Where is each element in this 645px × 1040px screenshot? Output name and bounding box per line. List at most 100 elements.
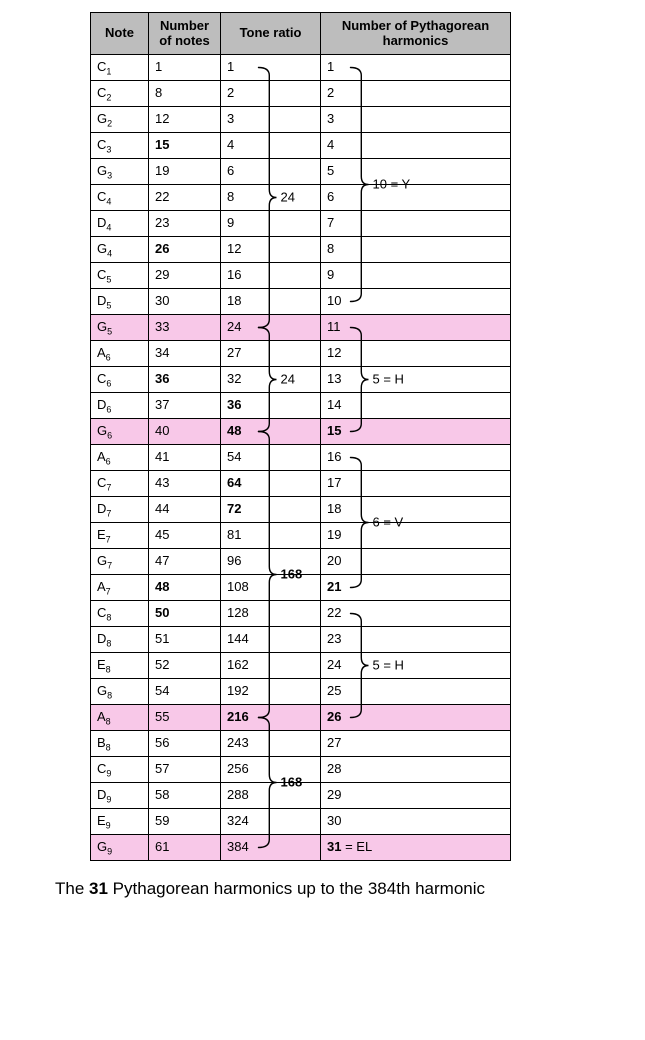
cell-note: A6 xyxy=(91,341,149,367)
caption-suffix: Pythagorean harmonics up to the 384th ha… xyxy=(108,879,485,898)
table-row: D7447218 xyxy=(91,497,511,523)
cell-tone-ratio: 6 xyxy=(221,159,321,185)
cell-note: D6 xyxy=(91,393,149,419)
table-row: D42397 xyxy=(91,211,511,237)
table-row: G96138431 = EL xyxy=(91,835,511,861)
table-row: C42286 xyxy=(91,185,511,211)
cell-tone-ratio: 8 xyxy=(221,185,321,211)
cell-note: E9 xyxy=(91,809,149,835)
cell-note: A7 xyxy=(91,575,149,601)
cell-pyth-harmonics: 26 xyxy=(321,705,511,731)
cell-num-notes: 59 xyxy=(149,809,221,835)
cell-pyth-harmonics: 1 xyxy=(321,55,511,81)
cell-pyth-harmonics: 7 xyxy=(321,211,511,237)
cell-pyth-harmonics: 23 xyxy=(321,627,511,653)
cell-num-notes: 37 xyxy=(149,393,221,419)
table-row: E85216224 xyxy=(91,653,511,679)
cell-tone-ratio: 192 xyxy=(221,679,321,705)
cell-tone-ratio: 16 xyxy=(221,263,321,289)
cell-num-notes: 56 xyxy=(149,731,221,757)
table-row: B85624327 xyxy=(91,731,511,757)
cell-num-notes: 23 xyxy=(149,211,221,237)
cell-tone-ratio: 96 xyxy=(221,549,321,575)
cell-note: C7 xyxy=(91,471,149,497)
cell-tone-ratio: 12 xyxy=(221,237,321,263)
cell-tone-ratio: 18 xyxy=(221,289,321,315)
col-header-tone-ratio: Tone ratio xyxy=(221,13,321,55)
cell-note: B8 xyxy=(91,731,149,757)
caption-bold-number: 31 xyxy=(89,879,108,898)
cell-pyth-harmonics: 25 xyxy=(321,679,511,705)
cell-num-notes: 48 xyxy=(149,575,221,601)
cell-pyth-harmonics: 15 xyxy=(321,419,511,445)
cell-note: C8 xyxy=(91,601,149,627)
table-row: D5301810 xyxy=(91,289,511,315)
cell-num-notes: 55 xyxy=(149,705,221,731)
cell-pyth-harmonics: 31 = EL xyxy=(321,835,511,861)
cell-num-notes: 43 xyxy=(149,471,221,497)
cell-note: D5 xyxy=(91,289,149,315)
cell-note: A6 xyxy=(91,445,149,471)
table-row: G31965 xyxy=(91,159,511,185)
cell-note: G3 xyxy=(91,159,149,185)
table-row: G85419225 xyxy=(91,679,511,705)
table-row: A6342712 xyxy=(91,341,511,367)
cell-pyth-harmonics: 30 xyxy=(321,809,511,835)
table-row: G21233 xyxy=(91,107,511,133)
cell-tone-ratio: 54 xyxy=(221,445,321,471)
cell-num-notes: 52 xyxy=(149,653,221,679)
cell-pyth-harmonics: 28 xyxy=(321,757,511,783)
cell-pyth-harmonics: 21 xyxy=(321,575,511,601)
cell-note: C1 xyxy=(91,55,149,81)
cell-pyth-harmonics: 9 xyxy=(321,263,511,289)
cell-tone-ratio: 36 xyxy=(221,393,321,419)
cell-tone-ratio: 288 xyxy=(221,783,321,809)
cell-note: G2 xyxy=(91,107,149,133)
cell-num-notes: 29 xyxy=(149,263,221,289)
cell-note: C6 xyxy=(91,367,149,393)
cell-note: G8 xyxy=(91,679,149,705)
cell-tone-ratio: 108 xyxy=(221,575,321,601)
cell-pyth-harmonics: 6 xyxy=(321,185,511,211)
cell-num-notes: 30 xyxy=(149,289,221,315)
cell-num-notes: 8 xyxy=(149,81,221,107)
col-header-note: Note xyxy=(91,13,149,55)
cell-note: D8 xyxy=(91,627,149,653)
cell-num-notes: 36 xyxy=(149,367,221,393)
table-row: G5332411 xyxy=(91,315,511,341)
table-row: C95725628 xyxy=(91,757,511,783)
cell-note: D4 xyxy=(91,211,149,237)
cell-note: D9 xyxy=(91,783,149,809)
table-row: A85521626 xyxy=(91,705,511,731)
cell-num-notes: 26 xyxy=(149,237,221,263)
cell-note: C5 xyxy=(91,263,149,289)
cell-num-notes: 33 xyxy=(149,315,221,341)
cell-note: C2 xyxy=(91,81,149,107)
cell-pyth-harmonics: 17 xyxy=(321,471,511,497)
cell-pyth-harmonics: 29 xyxy=(321,783,511,809)
cell-pyth-harmonics: 10 xyxy=(321,289,511,315)
cell-num-notes: 44 xyxy=(149,497,221,523)
cell-tone-ratio: 216 xyxy=(221,705,321,731)
cell-pyth-harmonics: 22 xyxy=(321,601,511,627)
col-header-num-pyth: Number of Pythagorean harmonics xyxy=(321,13,511,55)
cell-tone-ratio: 72 xyxy=(221,497,321,523)
cell-tone-ratio: 64 xyxy=(221,471,321,497)
cell-pyth-harmonics: 18 xyxy=(321,497,511,523)
cell-pyth-harmonics: 14 xyxy=(321,393,511,419)
cell-pyth-harmonics: 3 xyxy=(321,107,511,133)
cell-note: G7 xyxy=(91,549,149,575)
table-header-row: Note Number of notes Tone ratio Number o… xyxy=(91,13,511,55)
cell-tone-ratio: 256 xyxy=(221,757,321,783)
table-row: C6363213 xyxy=(91,367,511,393)
cell-pyth-harmonics: 16 xyxy=(321,445,511,471)
cell-num-notes: 45 xyxy=(149,523,221,549)
cell-pyth-harmonics: 20 xyxy=(321,549,511,575)
cell-pyth-harmonics: 27 xyxy=(321,731,511,757)
table-row: G7479620 xyxy=(91,549,511,575)
cell-tone-ratio: 162 xyxy=(221,653,321,679)
cell-tone-ratio: 9 xyxy=(221,211,321,237)
cell-tone-ratio: 3 xyxy=(221,107,321,133)
cell-num-notes: 34 xyxy=(149,341,221,367)
caption: The 31 Pythagorean harmonics up to the 3… xyxy=(55,879,645,899)
